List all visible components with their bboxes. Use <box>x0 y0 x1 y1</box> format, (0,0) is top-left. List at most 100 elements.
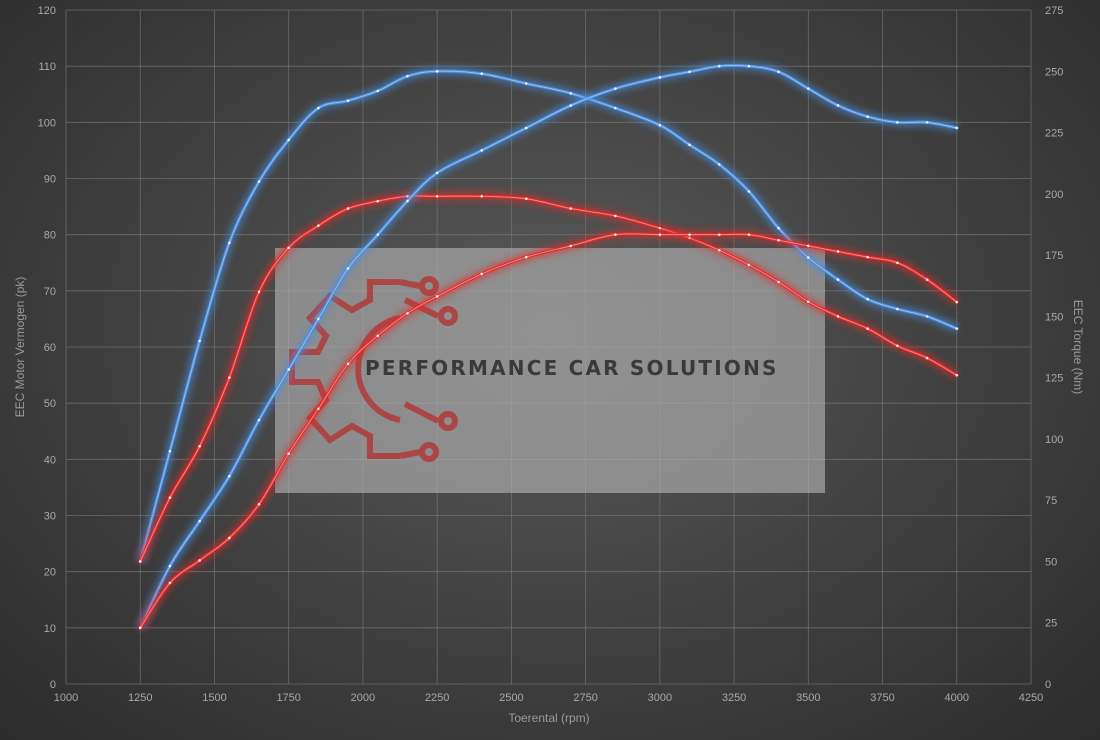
series-point <box>406 199 409 203</box>
series-3 <box>136 229 960 631</box>
watermark-box <box>275 248 825 493</box>
series-point <box>747 190 751 193</box>
series-point <box>955 300 959 304</box>
series-point <box>287 452 290 456</box>
y-left-tick-label: 120 <box>38 5 56 17</box>
x-tick-label: 1250 <box>128 692 152 704</box>
series-point <box>569 244 573 248</box>
y-left-tick-label: 90 <box>44 174 56 186</box>
series-point <box>198 339 201 343</box>
x-tick-label: 1750 <box>276 692 300 704</box>
series-point <box>925 278 929 281</box>
y-right-tick-label: 125 <box>1045 373 1063 385</box>
x-tick-label: 2000 <box>351 692 375 704</box>
series-point <box>836 315 840 318</box>
series-1 <box>136 191 960 564</box>
series-point <box>406 74 409 78</box>
series-point <box>524 255 528 259</box>
series-point <box>866 115 869 119</box>
series-point <box>228 536 231 540</box>
series-point <box>346 267 350 270</box>
series-point <box>257 418 261 422</box>
y-right-tick-label: 250 <box>1045 66 1063 78</box>
series-point <box>717 163 721 166</box>
series-point <box>688 70 691 74</box>
x-tick-label: 1500 <box>202 692 226 704</box>
series-point <box>777 238 780 242</box>
series-2 <box>136 60 959 630</box>
x-axis-title: Toerental (rpm) <box>508 711 589 725</box>
series-point <box>955 373 959 377</box>
x-tick-label: 4000 <box>945 692 969 704</box>
series-point <box>198 444 201 448</box>
series-point <box>777 280 780 284</box>
series-point <box>955 126 959 130</box>
series-point <box>287 246 290 250</box>
y-left-tick-label: 60 <box>44 342 56 354</box>
series-point <box>228 376 231 379</box>
x-tick-label: 3750 <box>870 692 894 704</box>
series-point <box>807 256 810 259</box>
series-point <box>524 126 528 130</box>
series-point <box>896 121 899 124</box>
series-point <box>346 207 350 210</box>
series-point <box>480 149 483 152</box>
series-point <box>480 72 483 76</box>
series-point <box>287 138 290 142</box>
y-right-tick-label: 275 <box>1045 5 1063 17</box>
series-point <box>866 327 869 330</box>
series <box>135 60 960 631</box>
series-point <box>925 356 929 360</box>
series-point <box>658 76 662 79</box>
series-point <box>747 233 751 236</box>
series-point <box>688 233 691 236</box>
x-tick-label: 2500 <box>499 692 523 704</box>
series-point <box>955 327 959 330</box>
x-tick-label: 2250 <box>425 692 449 704</box>
y-left-tick-label: 50 <box>44 398 56 410</box>
series-point <box>569 104 573 107</box>
y-right-tick-label: 50 <box>1045 556 1057 568</box>
series-point <box>257 180 261 183</box>
y-right-tick-label: 75 <box>1045 495 1057 507</box>
series-point <box>376 89 380 93</box>
axis-ticks: 1000 1250 1500 1750 2000 2250 2500 2750 3000 3250… <box>38 5 1064 704</box>
series-point <box>228 474 231 478</box>
series-0 <box>135 66 959 564</box>
series-point <box>836 250 840 253</box>
y-axis-left-title: EEC Motor Vermogen (pk) <box>13 277 27 418</box>
series-point <box>435 194 439 198</box>
series-highlight <box>139 195 958 562</box>
y-right-tick-label: 175 <box>1045 250 1063 262</box>
series-point <box>569 92 573 95</box>
y-right-tick-label: 225 <box>1045 128 1063 140</box>
y-left-tick-label: 30 <box>44 511 56 523</box>
series-point <box>406 312 409 315</box>
series-point <box>777 226 780 230</box>
series-point <box>925 121 929 124</box>
series-point <box>376 199 380 203</box>
y-right-tick-label: 0 <box>1045 679 1051 691</box>
series-point <box>896 261 899 265</box>
series-point <box>480 194 483 198</box>
series-point <box>287 368 290 371</box>
series-point <box>168 564 172 568</box>
watermark: PERFORMANCE CAR SOLUTIONS <box>275 248 825 493</box>
series-point <box>138 626 142 630</box>
series-point <box>346 362 350 366</box>
series-point <box>435 69 439 73</box>
series-point <box>658 226 662 230</box>
series-point <box>866 297 869 301</box>
series-point <box>866 255 869 259</box>
series-point <box>717 248 721 252</box>
series-point <box>346 99 350 102</box>
series-highlight <box>139 233 958 629</box>
y-left-tick-label: 20 <box>44 567 56 579</box>
series-point <box>168 581 172 585</box>
series-point <box>658 123 662 127</box>
y-right-tick-label: 25 <box>1045 618 1057 630</box>
series-point <box>168 496 172 500</box>
series-point <box>257 502 261 506</box>
series-point <box>807 87 810 90</box>
series-point <box>836 278 840 281</box>
